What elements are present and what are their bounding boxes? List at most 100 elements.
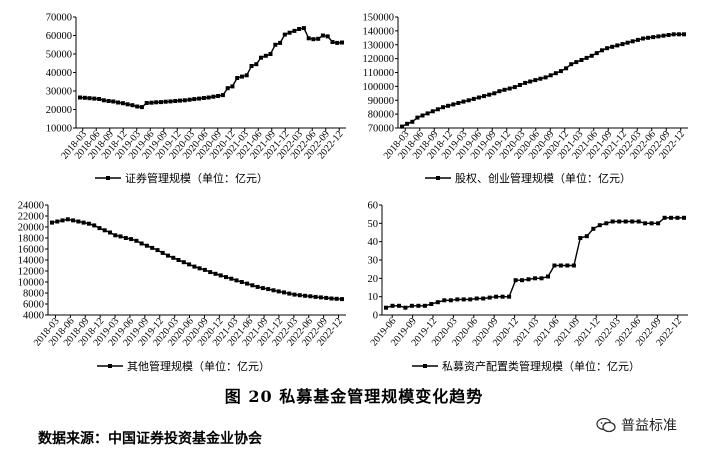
watermark: 普益标准 <box>596 415 677 435</box>
data-point <box>553 71 558 76</box>
data-point <box>507 86 512 91</box>
data-point <box>201 96 206 100</box>
data-point <box>682 32 686 37</box>
legend: 其他管理规模（单位：亿元） <box>97 359 270 373</box>
legend-label: 证券管理规模（单位：亿元） <box>125 171 268 185</box>
data-point <box>605 46 610 51</box>
data-point <box>468 297 473 302</box>
data-point <box>435 107 440 112</box>
y-tick-label: 140000 <box>363 26 395 37</box>
data-point <box>316 36 321 41</box>
data-point <box>500 294 505 299</box>
data-point <box>154 100 159 105</box>
data-point <box>301 26 306 31</box>
y-tick-label: 22000 <box>18 212 44 223</box>
data-point <box>324 295 329 300</box>
y-tick-label: 130000 <box>363 40 395 51</box>
y-tick-label: 30 <box>368 256 379 267</box>
data-point <box>292 292 297 297</box>
data-point <box>65 217 70 222</box>
y-tick-label: 12000 <box>18 267 44 278</box>
data-point <box>176 258 181 262</box>
y-tick-label: 0 <box>373 311 378 322</box>
y-tick-label: 100000 <box>363 82 395 93</box>
data-point <box>461 297 466 302</box>
data-point <box>206 95 211 100</box>
chart-2: 70000 80000 90000 100000 110000 120000 130000 1… <box>363 13 688 185</box>
data-point <box>574 60 579 65</box>
data-point <box>220 93 225 98</box>
data-point <box>533 276 537 281</box>
data-point <box>276 289 281 294</box>
data-point <box>168 99 173 104</box>
data-point <box>229 276 234 281</box>
data-point <box>318 295 323 300</box>
data-point <box>340 40 344 45</box>
data-point <box>335 40 340 45</box>
data-point <box>182 98 187 103</box>
data-point <box>160 250 165 255</box>
data-point <box>502 87 507 92</box>
data-point <box>111 99 116 104</box>
data-point <box>442 298 447 303</box>
data-point <box>81 220 86 225</box>
data-point <box>538 76 543 81</box>
y-tick-label: 150000 <box>363 13 395 24</box>
data-point <box>334 296 339 301</box>
data-point <box>86 221 91 226</box>
data-point <box>82 95 87 100</box>
watermark-text: 普益标准 <box>621 418 677 434</box>
data-point <box>425 111 430 116</box>
series-line <box>79 27 343 108</box>
data-point <box>671 32 676 37</box>
data-point <box>620 42 625 47</box>
data-point <box>266 287 271 292</box>
data-point <box>548 73 553 78</box>
data-point <box>384 305 388 310</box>
data-point <box>340 297 344 302</box>
y-tick-label: 20000 <box>46 105 72 116</box>
data-point <box>234 278 239 283</box>
data-point <box>615 43 620 48</box>
data-point <box>225 86 230 91</box>
data-point <box>135 104 140 109</box>
data-point <box>325 34 330 39</box>
data-point <box>101 98 106 103</box>
data-point <box>192 97 197 102</box>
y-tick-label: 120000 <box>363 54 395 65</box>
data-point <box>149 100 154 105</box>
data-point <box>507 294 512 299</box>
data-point <box>552 263 557 268</box>
data-point <box>313 294 318 299</box>
y-tick-label: 70000 <box>46 13 72 24</box>
charts-panel: 100002000030000400005000060000700002018-… <box>18 13 688 373</box>
data-point <box>255 284 260 289</box>
data-point <box>487 295 492 300</box>
data-point <box>669 215 673 220</box>
y-tick-label: 60000 <box>46 31 72 42</box>
legend-label: 股权、创业管理规模（单位：亿元） <box>455 171 631 185</box>
data-point <box>604 221 609 226</box>
series-line <box>385 217 684 309</box>
data-point <box>481 296 486 301</box>
y-tick-label: 4000 <box>23 311 44 322</box>
data-point <box>235 76 240 80</box>
data-point <box>571 263 576 268</box>
data-point <box>543 75 548 80</box>
data-point <box>171 255 176 260</box>
legend-marker <box>108 364 112 368</box>
data-point <box>71 218 76 223</box>
data-point <box>409 303 414 308</box>
data-point <box>416 303 421 308</box>
series-line <box>401 33 684 128</box>
data-point <box>476 95 481 100</box>
data-point <box>456 101 461 105</box>
data-point <box>134 238 139 243</box>
data-point <box>297 293 302 298</box>
data-point <box>630 219 635 224</box>
data-point <box>187 97 192 102</box>
data-point <box>97 226 102 231</box>
data-point <box>482 94 486 99</box>
legend: 私募资产配置类管理规模（单位：亿元） <box>412 359 640 373</box>
data-point <box>78 95 82 100</box>
